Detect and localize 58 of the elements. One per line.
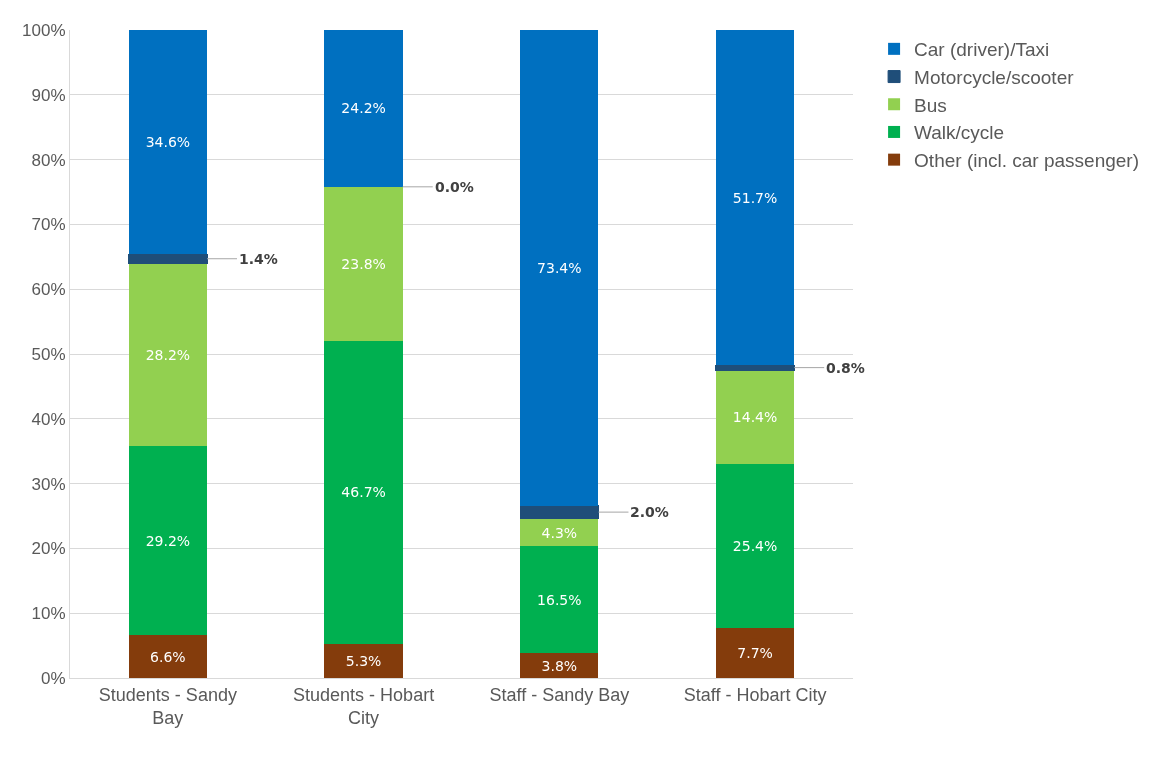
legend-label: Motorcycle/scooter: [914, 66, 1075, 88]
data-label: 29.2%: [145, 532, 191, 549]
y-tick-label: 60%: [31, 280, 66, 300]
data-label: 51.7%: [732, 189, 778, 206]
y-tick-label: 70%: [31, 215, 66, 235]
y-tick-label: 40%: [31, 409, 66, 429]
y-tick-label: 0%: [41, 668, 66, 688]
bar: [519, 505, 599, 520]
x-tick-label: Students - Sandy Bay: [98, 684, 237, 728]
data-label: 1.4%: [239, 251, 278, 267]
legend-label: Car (driver)/Taxi: [914, 39, 1050, 61]
x-tick-label: Staff - Hobart City: [683, 684, 827, 705]
y-tick-label: 30%: [31, 474, 66, 494]
bar: [715, 463, 795, 629]
bar: [128, 635, 208, 678]
bar: [324, 186, 403, 342]
bar: [324, 643, 403, 678]
y-tick-label: 90%: [31, 85, 66, 105]
data-label: 25.4%: [732, 537, 778, 554]
data-label: 24.2%: [341, 100, 386, 117]
legend-label: Walk/cycle: [914, 122, 1005, 144]
bar: [520, 30, 599, 506]
bar: [715, 628, 795, 678]
y-tick-label: 80%: [31, 150, 66, 170]
data-label: 6.6%: [150, 648, 186, 665]
y-tick-label: 100%: [22, 20, 66, 40]
legend-label: Bus: [914, 94, 947, 116]
legend-label: Other (incl. car passenger): [914, 150, 1139, 172]
bar: [128, 446, 208, 636]
data-label: 5.3%: [345, 652, 382, 669]
data-label: 2.0%: [630, 504, 669, 520]
data-label: 3.8%: [541, 657, 578, 674]
y-tick-label: 50%: [31, 344, 66, 364]
bar: [715, 370, 795, 464]
data-label: 46.7%: [341, 484, 386, 501]
bar: [520, 546, 599, 654]
bar: [715, 364, 795, 371]
data-label: 14.4%: [732, 408, 778, 425]
y-tick-label: 20%: [31, 539, 66, 559]
x-tick-label: Staff - Sandy Bay: [489, 684, 630, 705]
data-label: 34.6%: [145, 134, 191, 151]
data-label: 23.8%: [341, 255, 386, 272]
x-tick-label: Students - Hobart City: [293, 684, 435, 728]
data-label: 0.0%: [435, 179, 474, 195]
y-tick-label: 10%: [31, 604, 66, 624]
data-label: 73.4%: [537, 259, 582, 276]
bar: [128, 30, 208, 255]
data-label: 28.2%: [145, 346, 191, 363]
data-label: 4.3%: [541, 524, 578, 541]
bar: [324, 30, 403, 187]
bar: [324, 341, 403, 644]
bar: [520, 653, 599, 678]
bar: [715, 30, 795, 366]
data-label: 7.7%: [737, 645, 773, 662]
data-label: 0.8%: [826, 360, 865, 376]
bar: [128, 263, 208, 447]
bar: [128, 253, 208, 264]
data-label: 16.5%: [537, 591, 582, 608]
